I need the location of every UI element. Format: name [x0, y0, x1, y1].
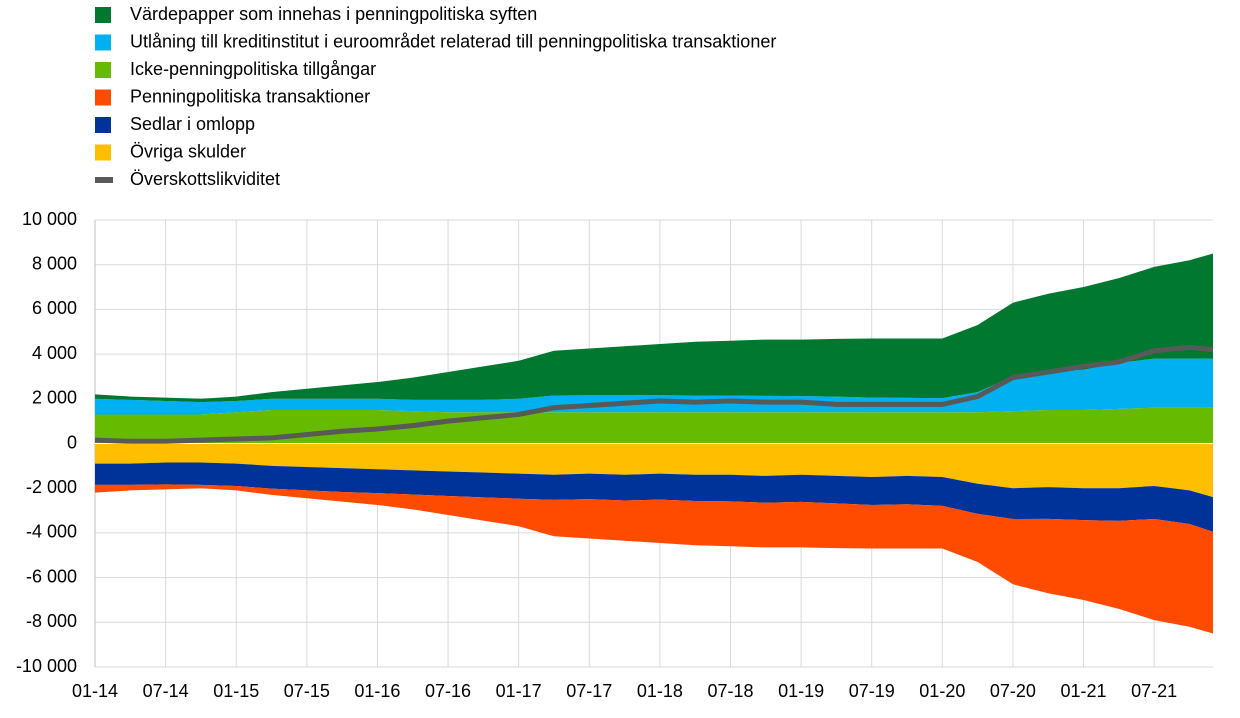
x-tick-label: 01-20 — [919, 681, 965, 701]
x-tick-label: 01-19 — [778, 681, 824, 701]
legend-label: Överskottslikviditet — [130, 169, 280, 189]
legend-swatch — [95, 62, 111, 78]
y-tick-label: -10 000 — [16, 656, 77, 676]
legend-swatch — [95, 7, 111, 23]
y-tick-label: 2 000 — [32, 388, 77, 408]
x-tick-label: 07-17 — [566, 681, 612, 701]
area — [95, 253, 1213, 403]
legend-swatch — [95, 117, 111, 133]
legend-label: Utlåning till kreditinstitut i euroområd… — [130, 31, 776, 51]
y-tick-label: -2 000 — [26, 477, 77, 497]
legend-swatch — [95, 144, 111, 161]
x-tick-label: 07-21 — [1131, 681, 1177, 701]
legend-swatch — [95, 89, 111, 106]
y-tick-label: 6 000 — [32, 298, 77, 318]
legend-label: Penningpolitiska transaktioner — [130, 86, 370, 106]
line — [94, 344, 1214, 444]
legend-label: Värdepapper som innehas i penningpolitis… — [130, 4, 537, 24]
x-tick-label: 01-15 — [213, 681, 259, 701]
legend-label: Sedlar i omlopp — [130, 114, 255, 134]
x-tick-label: 01-18 — [637, 681, 683, 701]
area — [95, 443, 1213, 498]
legend-swatch — [95, 177, 113, 183]
y-tick-label: 4 000 — [32, 343, 77, 363]
x-tick-label: 07-15 — [284, 681, 330, 701]
x-tick-label: 07-16 — [425, 681, 471, 701]
area — [95, 462, 1213, 532]
x-tick-label: 01-16 — [354, 681, 400, 701]
x-tick-label: 07-14 — [143, 681, 189, 701]
x-tick-label: 07-20 — [990, 681, 1036, 701]
x-tick-label: 01-14 — [72, 681, 118, 701]
x-tick-label: 01-17 — [496, 681, 542, 701]
y-tick-label: 8 000 — [32, 253, 77, 273]
y-tick-label: -8 000 — [26, 611, 77, 631]
y-tick-label: -4 000 — [26, 522, 77, 542]
legend-swatch — [95, 34, 111, 51]
area — [95, 407, 1213, 444]
area — [95, 358, 1213, 415]
x-tick-label: 01-21 — [1061, 681, 1107, 701]
y-tick-label: 0 — [67, 432, 77, 452]
x-tick-label: 07-18 — [707, 681, 753, 701]
area — [95, 484, 1213, 634]
y-tick-label: 10 000 — [22, 209, 77, 229]
y-tick-label: -6 000 — [26, 566, 77, 586]
x-tick-label: 07-19 — [849, 681, 895, 701]
legend-label: Icke-penningpolitiska tillgångar — [130, 59, 376, 79]
legend-label: Övriga skulder — [130, 141, 246, 161]
